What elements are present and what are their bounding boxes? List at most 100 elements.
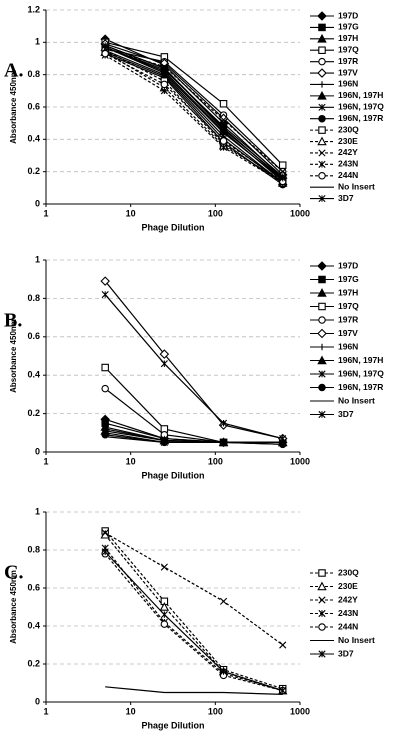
- panel-label: A.: [4, 60, 23, 82]
- legend-label: No Insert: [338, 635, 375, 645]
- legend-label: 196N: [338, 341, 358, 351]
- legend-label: 230Q: [338, 567, 359, 577]
- legend-label: 196N, 197R: [338, 382, 383, 392]
- y-tick-label: 0.2: [27, 166, 40, 176]
- marker: [160, 87, 168, 95]
- x-tick-label: 1000: [290, 208, 310, 218]
- series-line: [104, 49, 284, 184]
- marker: [219, 419, 228, 427]
- y-axis-label: Absorbance 450nm: [9, 70, 18, 144]
- series-line: [105, 686, 283, 695]
- series-line: [104, 38, 284, 179]
- legend-marker: [317, 90, 327, 100]
- marker: [219, 143, 228, 152]
- y-tick-label: 1: [35, 506, 40, 516]
- series-line: [104, 54, 284, 184]
- y-tick-label: 0.8: [27, 293, 40, 303]
- legend-marker: [318, 114, 326, 123]
- legend-marker: [318, 370, 326, 378]
- x-tick-label: 100: [208, 456, 223, 466]
- y-tick-label: 0.2: [27, 408, 40, 418]
- legend-marker: [317, 288, 327, 297]
- series-line: [104, 280, 283, 440]
- legend-label: 196N, 197Q: [338, 102, 384, 112]
- legend-label: 230Q: [338, 124, 359, 134]
- legend-marker: [318, 46, 326, 54]
- legend-label: 3D7: [338, 193, 354, 203]
- marker: [219, 126, 228, 134]
- legend-marker: [318, 383, 326, 392]
- legend-label: 242Y: [338, 594, 358, 604]
- marker: [160, 563, 168, 571]
- legend-marker: [317, 261, 327, 271]
- legend-marker: [318, 316, 326, 324]
- marker: [160, 360, 168, 368]
- legend-label: 230E: [338, 136, 358, 146]
- y-tick-label: 0: [35, 696, 40, 706]
- legend-marker: [318, 410, 326, 419]
- y-tick-label: 0: [35, 446, 40, 456]
- series-line: [104, 51, 284, 182]
- marker: [101, 529, 109, 537]
- x-tick-label: 1: [43, 208, 48, 218]
- marker: [219, 100, 228, 108]
- legend-marker: [317, 68, 327, 78]
- legend-label: 197D: [338, 260, 358, 270]
- series-line: [104, 532, 284, 646]
- x-tick-label: 1: [43, 456, 48, 466]
- series-line: [104, 294, 283, 440]
- legend-marker: [318, 194, 326, 203]
- legend-marker: [318, 81, 326, 88]
- marker: [160, 80, 169, 89]
- legend-marker: [318, 149, 326, 157]
- y-tick-label: 0.6: [27, 331, 40, 341]
- x-tick-label: 100: [208, 706, 223, 716]
- y-tick-label: 0.4: [27, 370, 40, 380]
- x-axis-label: Phage Dilution: [142, 222, 205, 232]
- marker: [219, 668, 228, 676]
- marker: [278, 161, 287, 169]
- marker: [160, 611, 168, 619]
- marker: [279, 687, 287, 695]
- y-tick-label: 1.2: [27, 4, 40, 14]
- legend-marker: [318, 275, 326, 284]
- legend-label: 196N, 197Q: [338, 368, 384, 378]
- legend-marker: [318, 172, 326, 180]
- series-line: [104, 53, 284, 182]
- panel-label: C.: [4, 562, 23, 584]
- marker: [279, 434, 287, 443]
- legend-marker: [318, 302, 326, 311]
- x-axis-label: Phage Dilution: [142, 720, 205, 730]
- x-tick-label: 100: [208, 208, 223, 218]
- legend-label: 196N, 197H: [338, 90, 383, 100]
- legend-label: 244N: [338, 621, 358, 631]
- legend-label: 197H: [338, 287, 358, 297]
- series-line: [105, 436, 283, 445]
- y-tick-label: 0.6: [27, 101, 40, 111]
- marker: [101, 384, 109, 393]
- legend-label: 197G: [338, 274, 359, 284]
- y-tick-label: 1: [35, 254, 40, 264]
- panel-label: B.: [4, 310, 22, 332]
- marker: [279, 168, 287, 176]
- marker: [219, 116, 228, 124]
- x-tick-label: 1000: [290, 706, 310, 716]
- legend-label: 197R: [338, 314, 358, 324]
- legend-marker: [318, 609, 326, 618]
- x-axis-label: Phage Dilution: [142, 470, 205, 480]
- legend-label: 3D7: [338, 648, 354, 658]
- marker: [160, 620, 169, 628]
- marker: [279, 174, 287, 182]
- legend-marker: [318, 160, 326, 168]
- legend-label: 196N, 197H: [338, 355, 383, 365]
- series-line: [104, 534, 283, 692]
- y-tick-label: 0.8: [27, 544, 40, 554]
- legend-marker: [318, 569, 326, 577]
- legend-marker: [317, 355, 327, 365]
- series-line: [105, 48, 284, 173]
- series-line: [104, 530, 283, 690]
- y-tick-label: 1: [35, 37, 40, 47]
- y-tick-label: 0: [35, 198, 40, 208]
- series-line: [104, 553, 283, 692]
- legend-marker: [317, 328, 327, 339]
